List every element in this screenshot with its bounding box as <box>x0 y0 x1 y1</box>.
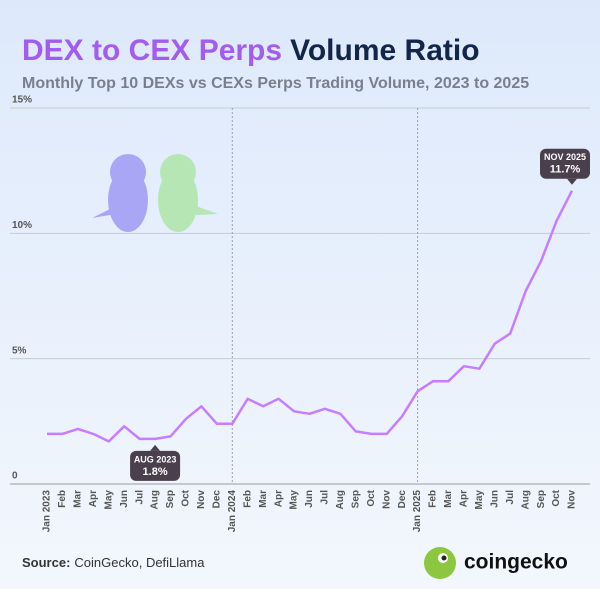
x-tick-label: Mar <box>443 490 454 508</box>
chart-subtitle: Monthly Top 10 DEXs vs CEXs Perps Tradin… <box>22 75 529 92</box>
annotation-box <box>540 148 590 179</box>
line <box>47 190 574 443</box>
x-tick-label: Nov <box>196 490 207 509</box>
annotation-pointer <box>567 178 577 185</box>
x-tick-label: Sep <box>350 490 361 508</box>
x-tick-label: Nov <box>567 490 578 509</box>
value-label: 1.8% <box>143 466 168 478</box>
x-tick-label: Sep <box>165 490 176 508</box>
source-text: CoinGecko, DefiLlama <box>74 555 205 570</box>
y-tick-label: 15% <box>12 95 32 106</box>
x-tick-label: Feb <box>428 490 439 508</box>
x-tick-label: Apr <box>273 490 284 507</box>
annotation-title: NOV 2025 <box>544 152 586 162</box>
x-tick-label: Oct <box>181 489 192 506</box>
title-part: Volume Ratio <box>290 34 479 67</box>
y-tick-label: 10% <box>12 220 32 231</box>
x-tick-label: Apr <box>459 490 470 507</box>
x-tick-label: Jul <box>320 490 331 505</box>
x-tick-label: Aug <box>335 490 346 509</box>
x-tick-label: Dec <box>397 490 408 509</box>
x-tick-label: Jul <box>505 490 516 505</box>
x-tick-label: Jun <box>119 490 130 508</box>
annotation-title: AUG 2023 <box>134 454 177 464</box>
annotation-box <box>130 450 181 481</box>
x-tick-label: Oct <box>366 489 377 506</box>
brand: coingecko <box>464 551 568 574</box>
x-tick-label: Jan 2024 <box>227 490 238 533</box>
x-tick-label: Aug <box>150 490 161 509</box>
x-tick-label: Mar <box>73 490 84 508</box>
x-tick-label: Oct <box>551 489 562 506</box>
y-tick-label: 5% <box>12 345 27 356</box>
source-label: Source: <box>22 555 70 570</box>
mascots <box>92 154 218 232</box>
x-tick-label: Jun <box>489 490 500 508</box>
value-label: 11.7% <box>550 164 581 176</box>
title-part: DEX to CEX Perps <box>22 34 282 67</box>
x-tick-label: Sep <box>536 490 547 508</box>
logo <box>424 547 456 579</box>
annotation-pointer <box>150 444 161 451</box>
x-tick-label: May <box>474 490 485 510</box>
x-tick-label: Aug <box>520 490 531 509</box>
x-tick-label: Dec <box>211 490 222 509</box>
y-tick-label: 0 <box>12 471 18 482</box>
x-tick-label: Apr <box>88 490 99 507</box>
x-tick-label: Feb <box>57 490 68 508</box>
x-tick-label: Jun <box>304 490 315 508</box>
x-tick-label: Jan 2023 <box>42 490 53 533</box>
x-tick-label: May <box>289 490 300 510</box>
chart-title: DEX to CEX Perps Volume Ratio <box>22 34 480 67</box>
x-tick-label: Feb <box>242 490 253 508</box>
x-tick-label: Jan 2025 <box>412 490 423 533</box>
x-tick-label: Nov <box>381 490 392 509</box>
x-tick-label: Jul <box>134 490 145 505</box>
source: Source: CoinGecko, DefiLlama <box>22 555 205 570</box>
x-tick-label: Mar <box>258 490 269 508</box>
x-tick-label: May <box>103 490 114 510</box>
